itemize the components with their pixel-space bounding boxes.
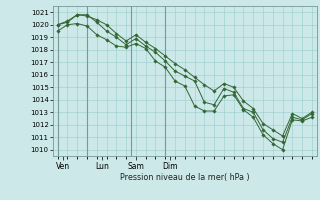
X-axis label: Pression niveau de la mer( hPa ): Pression niveau de la mer( hPa )	[120, 173, 250, 182]
